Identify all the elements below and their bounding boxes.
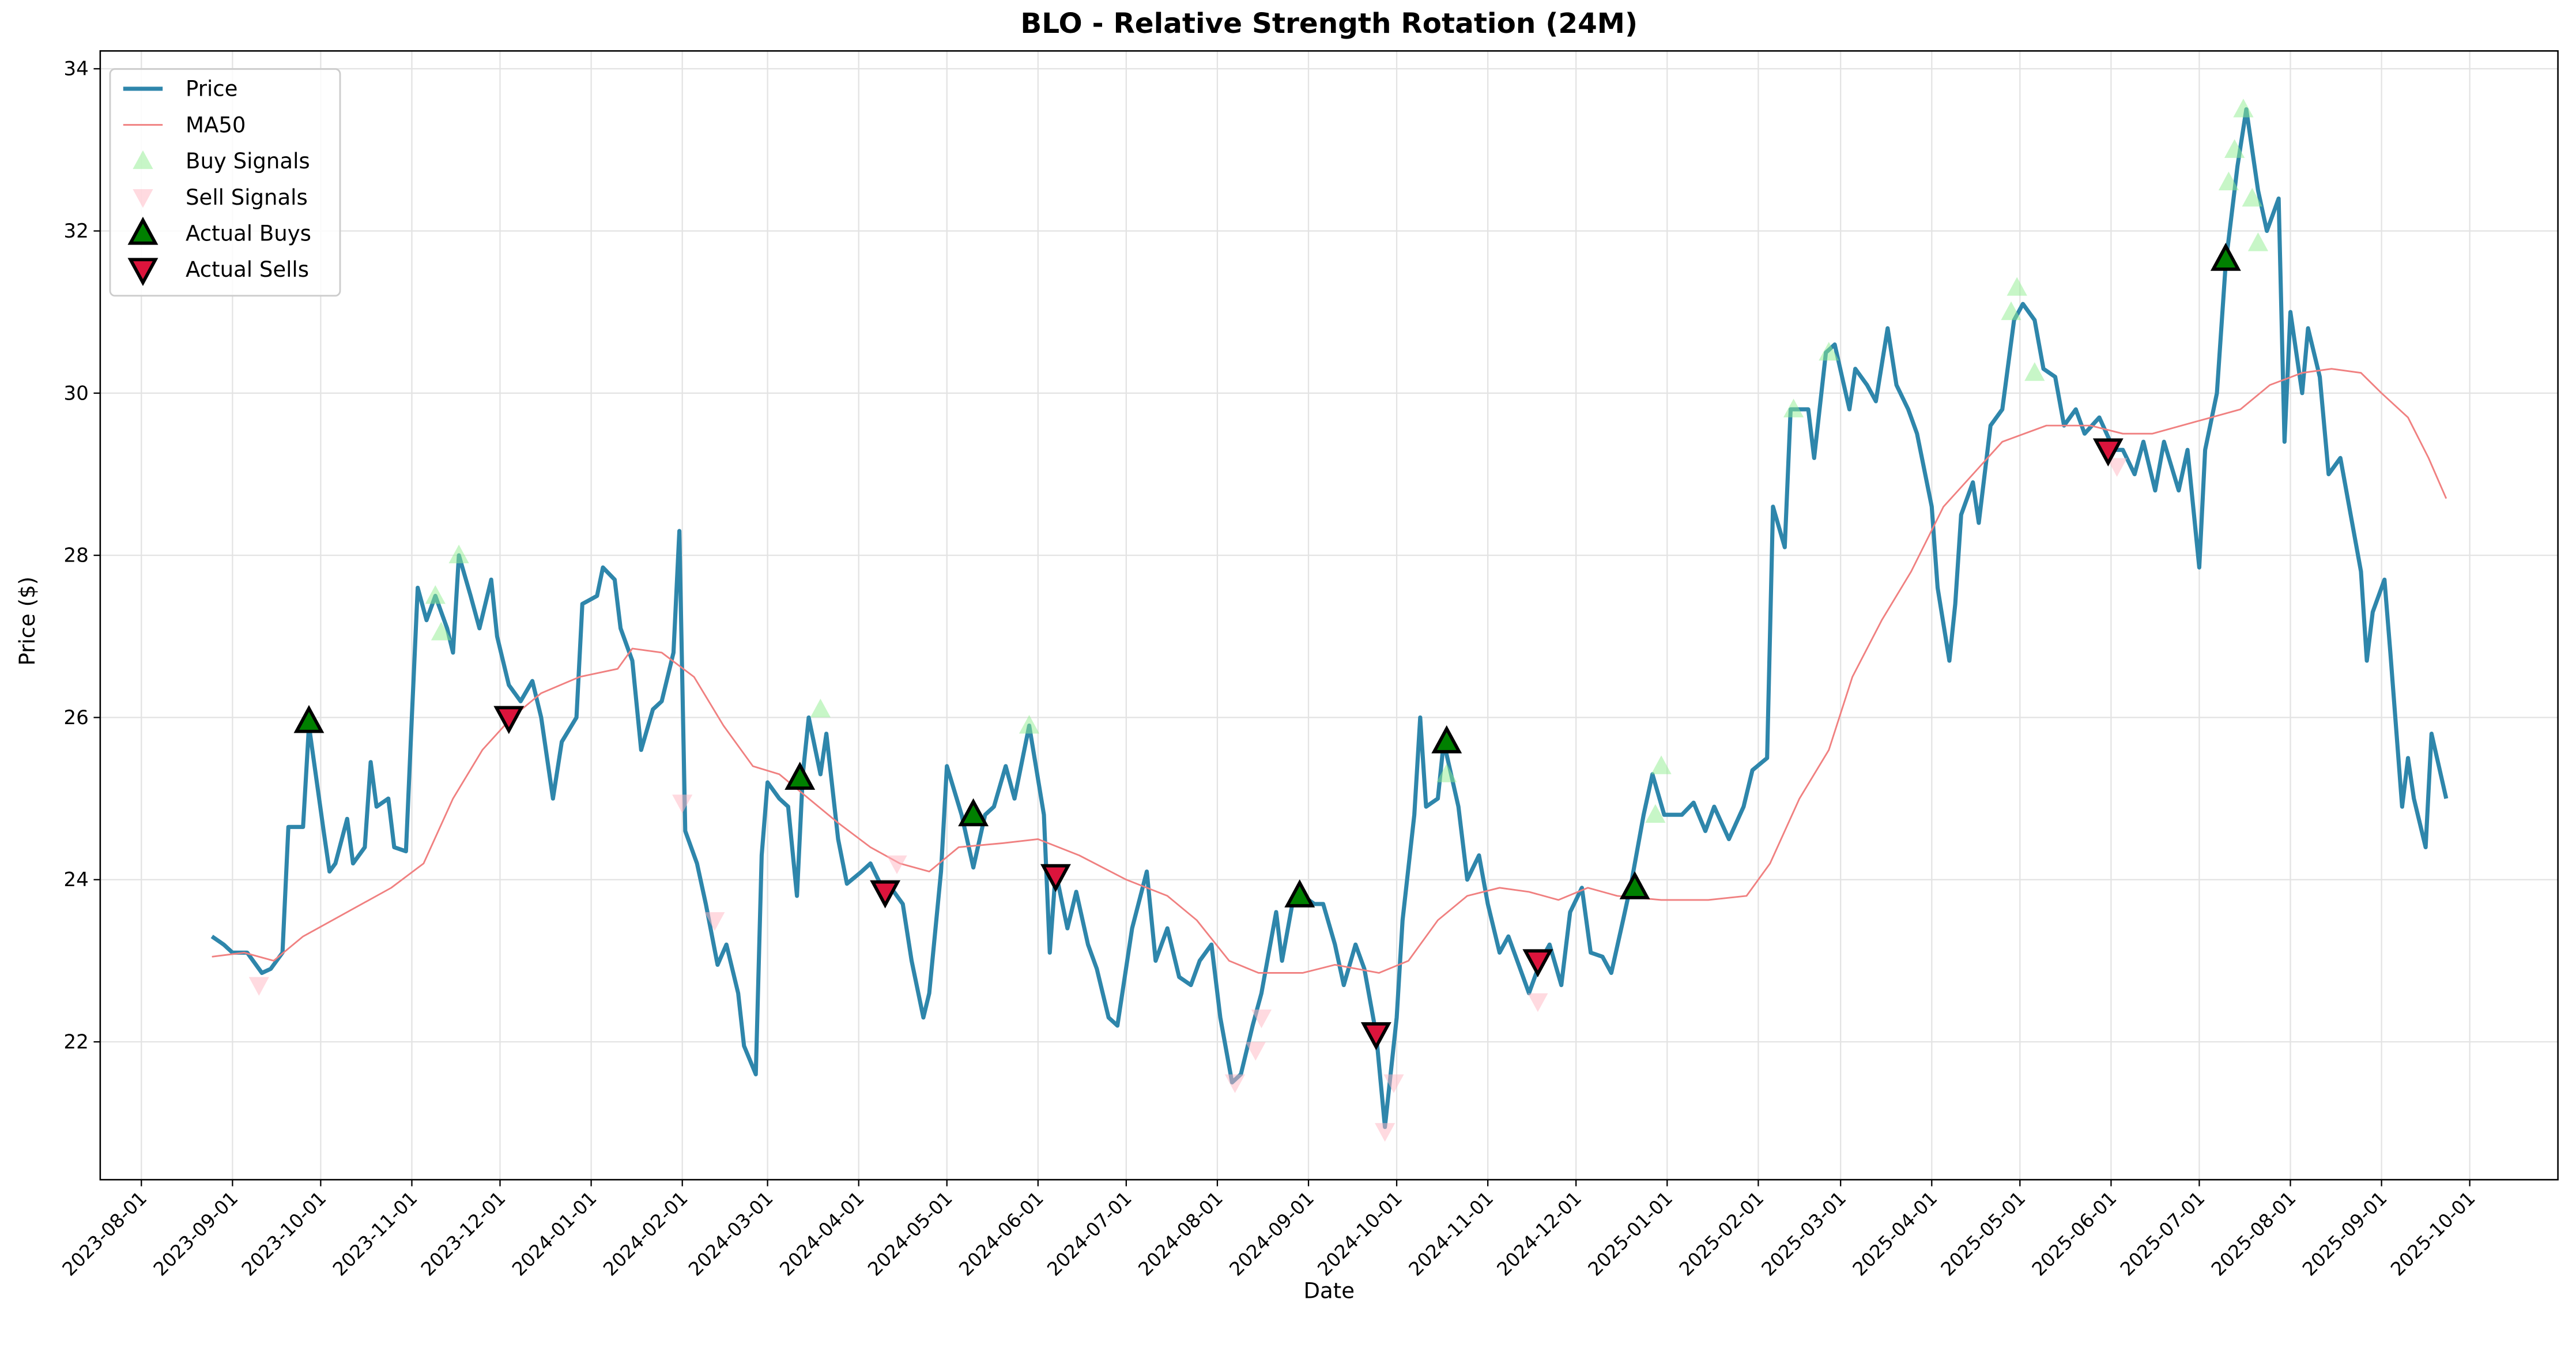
marker [1645, 804, 1666, 823]
marker [2210, 243, 2241, 271]
marker [2107, 458, 2128, 477]
marker [248, 977, 269, 996]
chart-title: BLO - Relative Strength Rotation (24M) [1020, 7, 1638, 40]
marker [672, 794, 693, 814]
legend-label: Actual Sells [186, 257, 309, 282]
marker [2007, 277, 2027, 296]
legend-swatch [133, 189, 153, 208]
y-tick-label: 32 [63, 220, 89, 243]
y-axis-label: Price ($) [15, 577, 40, 666]
marker [1528, 993, 1548, 1012]
marker [1383, 1074, 1404, 1093]
marker [2001, 301, 2021, 321]
legend-swatch [133, 150, 153, 170]
marker [1284, 879, 1315, 907]
marker [704, 912, 725, 931]
marker [431, 622, 452, 641]
marker [1436, 763, 1457, 782]
y-tick-label: 34 [63, 58, 89, 81]
marker [1040, 864, 1071, 892]
marker [958, 798, 989, 827]
legend-swatch [127, 258, 159, 287]
line [212, 368, 2447, 974]
y-tick-label: 26 [63, 706, 89, 729]
legend-label: Sell Signals [186, 185, 308, 210]
y-tick-label: 30 [63, 382, 89, 405]
marker [1783, 398, 1804, 417]
legend-box [109, 68, 341, 297]
marker [2218, 171, 2239, 191]
marker [493, 706, 525, 735]
marker [870, 880, 901, 909]
marker [1224, 1074, 1246, 1093]
legend-label: Buy Signals [186, 149, 310, 174]
marker [1245, 1042, 1266, 1061]
marker [1375, 1123, 1396, 1142]
marker [1619, 871, 1650, 899]
plot-frame [99, 50, 2559, 1181]
legend-label: Price [186, 77, 237, 101]
marker [1431, 725, 1462, 754]
marker [1522, 949, 1553, 978]
marker [810, 698, 831, 718]
marker [1651, 755, 1672, 774]
y-tick-label: 28 [63, 544, 89, 567]
marker [425, 585, 446, 604]
marker [2224, 139, 2245, 158]
marker [1251, 1009, 1272, 1029]
legend-label: MA50 [186, 112, 246, 137]
y-tick-label: 24 [63, 868, 89, 891]
marker [785, 762, 816, 790]
marker [887, 855, 907, 875]
marker [2024, 362, 2045, 381]
marker [1019, 714, 1040, 734]
x-axis-label: Date [1303, 1278, 1355, 1303]
marker [2092, 438, 2124, 467]
marker [1360, 1022, 1391, 1050]
marker [448, 544, 469, 564]
legend-swatch [127, 216, 159, 245]
legend-label: Actual Buys [186, 221, 311, 246]
marker [2233, 99, 2254, 118]
marker [1819, 342, 1839, 361]
y-tick-label: 22 [63, 1030, 89, 1053]
marker [293, 705, 325, 733]
marker [2247, 232, 2269, 251]
marker [2242, 187, 2262, 207]
